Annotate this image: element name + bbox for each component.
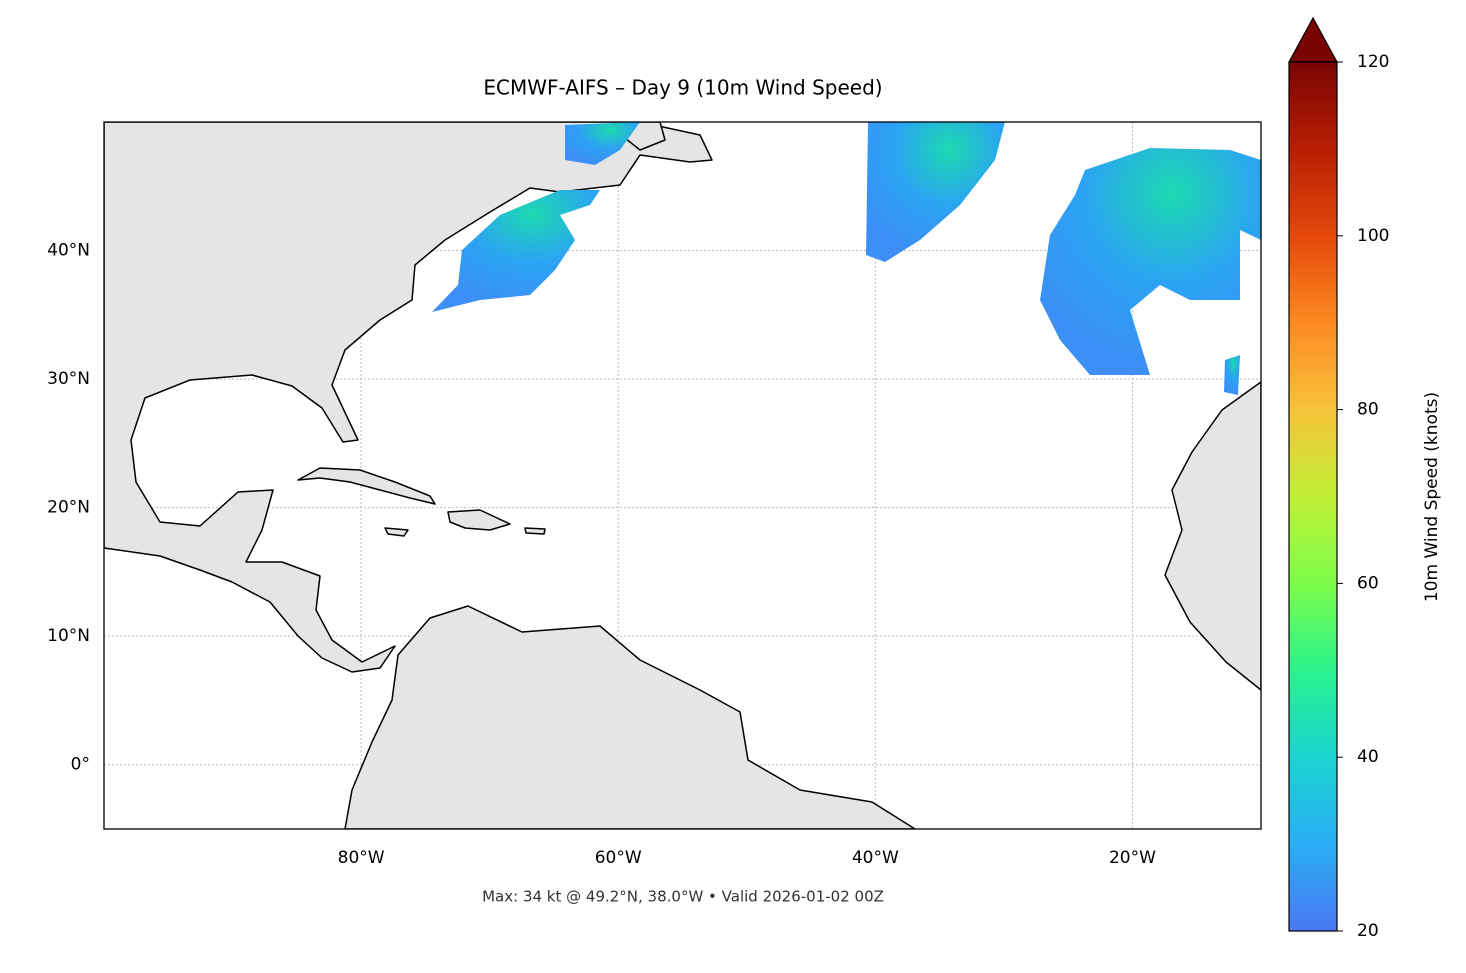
colorbar-tick-label: 40	[1357, 747, 1379, 767]
colorbar-frame	[1288, 61, 1338, 932]
lat-tick-label: 40°N	[47, 241, 90, 261]
cuba	[297, 467, 436, 505]
lat-tick-label: 20°N	[47, 498, 90, 518]
lon-tick-label: 80°W	[338, 848, 385, 868]
colorbar-tick-label: 60	[1357, 573, 1379, 593]
hispaniola	[447, 509, 511, 531]
map-title: ECMWF-AIFS – Day 9 (10m Wind Speed)	[483, 76, 882, 100]
colorbar: 20 40 60 80 100 120	[1287, 16, 1389, 941]
south-america	[344, 605, 916, 829]
map-ticks: 80°W 60°W 40°W 20°W 0° 10°N 20°N 30°N 40°N	[47, 241, 1156, 868]
jamaica	[384, 527, 409, 537]
colorbar-tick-label: 120	[1357, 52, 1389, 72]
lon-tick-label: 20°W	[1109, 848, 1156, 868]
colorbar-extension	[1287, 16, 1339, 63]
lat-tick-label: 30°N	[47, 369, 90, 389]
map-frame	[103, 121, 1262, 830]
colorbar-label: 10m Wind Speed (knots)	[1422, 392, 1442, 602]
colorbar-tick-label: 80	[1357, 400, 1379, 420]
lon-tick-label: 60°W	[595, 848, 642, 868]
wind-area-canaries	[1224, 355, 1240, 395]
colorbar-gradient	[1289, 62, 1337, 931]
footnote: Max: 34 kt @ 49.2°N, 38.0°W • Valid 2026…	[482, 888, 884, 906]
wind-area-gulf-st-lawrence	[565, 122, 640, 165]
lat-tick-label: 10°N	[47, 626, 90, 646]
africa	[1164, 381, 1261, 691]
puerto-rico	[524, 527, 546, 535]
wind-area-central-atlantic	[866, 122, 1005, 262]
colorbar-tick-label: 20	[1357, 921, 1379, 941]
wind-area-east-atlantic	[1040, 148, 1261, 375]
map-area	[104, 122, 1261, 829]
wind-area-northeast-us	[432, 190, 600, 312]
colorbar-tick-label: 100	[1357, 226, 1389, 246]
north-central-america	[104, 122, 713, 673]
lat-tick-label: 0°	[71, 755, 90, 775]
lon-tick-label: 40°W	[852, 848, 899, 868]
